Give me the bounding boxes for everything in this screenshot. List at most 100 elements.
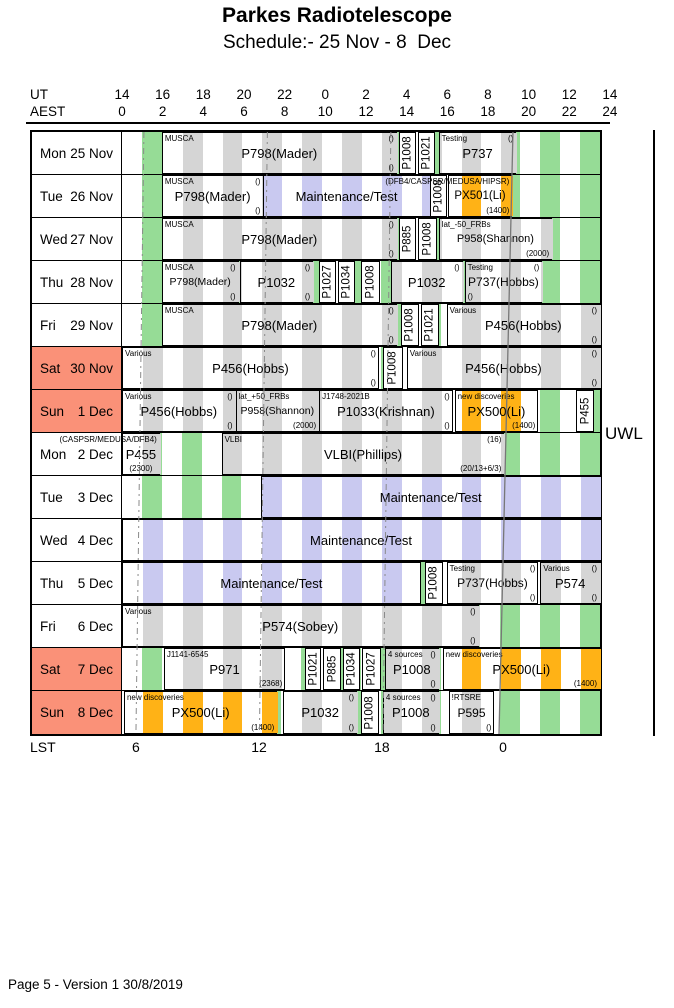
block-note: J1748-2021B — [322, 392, 370, 401]
schedule-block: P1008 — [398, 132, 416, 174]
ut-tick: 18 — [195, 87, 211, 102]
schedule-row: Tue 26 Nov P798(Mader) MUSCA () () Maintenance… — [32, 175, 600, 218]
hour-stripe — [580, 691, 600, 734]
hour-stripe — [342, 434, 362, 474]
day-timeline: P456(Hobbs) Various () () P958(Shannon) lat_+… — [122, 390, 600, 432]
hour-stripe — [182, 649, 203, 689]
hour-stripe — [222, 520, 243, 560]
hour-stripe — [381, 606, 402, 646]
block-label: P1033(Krishnan) — [337, 403, 435, 419]
block-label: P1008 — [391, 705, 430, 720]
hour-stripe — [581, 305, 601, 345]
day-date: 26 Nov — [70, 188, 113, 204]
ut-tick: 16 — [155, 87, 171, 102]
block-note: () — [430, 650, 436, 659]
hour-stripe — [262, 477, 283, 517]
hour-stripe — [302, 262, 315, 302]
hour-stripe — [580, 132, 600, 174]
block-note: () — [388, 220, 394, 229]
block-label: P1008 — [363, 695, 376, 730]
day-name: Fri — [40, 618, 56, 634]
block-note: () — [444, 421, 450, 430]
schedule-block: P798(Mader) MUSCA () () — [161, 304, 398, 346]
day-label: Thu 5 Dec — [32, 562, 122, 604]
block-note: () — [470, 636, 476, 645]
day-label: Sat 7 Dec — [32, 648, 122, 690]
hour-stripe — [302, 133, 323, 173]
hour-stripe — [540, 605, 561, 647]
block-note: Various — [125, 392, 152, 401]
schedule-block: P1008 — [361, 261, 380, 303]
hour-stripe — [302, 692, 323, 733]
block-label: P1008 — [403, 308, 416, 342]
schedule-block: P737 Testing () — [438, 132, 518, 174]
day-date: 4 Dec — [77, 532, 113, 548]
schedule-block: P1008 — [361, 691, 379, 734]
block-note: () — [388, 335, 394, 344]
day-date: 1 Dec — [77, 403, 113, 419]
schedule-block: PX500(Li) new discoveries (1400) — [454, 390, 539, 432]
hour-stripe — [342, 477, 362, 517]
day-timeline: P798(Mader) MUSCA () () P1032 () () P1027 P1034 P… — [122, 261, 600, 303]
block-note: () — [348, 723, 354, 732]
block-label: P798(Mader) — [241, 317, 318, 333]
schedule-block: P798(Mader) MUSCA () () — [161, 175, 265, 217]
schedule-block: P455 — [576, 390, 595, 432]
hour-stripe — [540, 691, 561, 734]
block-label: P958(Shannon) — [456, 233, 534, 245]
day-date: 28 Nov — [70, 274, 113, 290]
schedule-block: Maintenance/Test — [122, 519, 601, 561]
day-name: Thu — [40, 274, 64, 290]
hour-stripe — [461, 563, 482, 603]
hour-stripe — [342, 348, 362, 388]
schedule-block: P1008 4 sources () () — [384, 648, 440, 690]
day-name: Wed — [40, 231, 68, 247]
block-note: (2300) — [129, 464, 153, 473]
block-note: () — [255, 177, 261, 186]
day-name: Sun — [40, 705, 65, 720]
schedule-block: PX500(Li) new discoveries (1400) — [442, 648, 601, 690]
hour-stripe — [581, 348, 601, 388]
schedule-block: PX500(Li) new discoveries (1400) — [123, 691, 279, 734]
aest-tick: 6 — [240, 104, 248, 119]
hour-stripe — [439, 219, 442, 259]
day-label: Sun 8 Dec — [32, 691, 122, 734]
hour-stripe — [142, 563, 163, 603]
day-timeline: P574(Sobey) Various () () — [122, 605, 600, 647]
block-note: (DFB4/CASPSR/MEDUSA/HIPSR) — [385, 177, 510, 186]
hour-stripe — [142, 692, 163, 733]
block-label: P574 — [554, 575, 586, 591]
block-note: Testing — [449, 564, 475, 573]
block-note: (1400) — [573, 679, 597, 688]
hour-stripe — [461, 305, 482, 345]
block-label: Maintenance/Test — [379, 489, 482, 505]
block-label: P958(Shannon) — [240, 405, 315, 417]
hour-stripe — [461, 391, 482, 431]
schedule-block: Maintenance/Test — [261, 476, 601, 518]
hour-stripe — [142, 520, 163, 560]
block-note: lat_+50_FRBs — [238, 392, 290, 401]
hour-stripe — [222, 133, 243, 173]
hour-stripe — [421, 262, 442, 302]
hour-stripe — [302, 219, 323, 259]
hour-stripe — [391, 262, 402, 302]
hour-stripe — [320, 391, 323, 431]
day-label: Wed 4 Dec — [32, 519, 122, 561]
block-label: P456(Hobbs) — [140, 403, 218, 419]
block-note: () — [486, 723, 492, 732]
hour-stripe — [182, 520, 203, 560]
hour-stripe — [342, 391, 362, 431]
hour-stripe — [540, 175, 561, 217]
hour-stripe — [302, 348, 323, 388]
page-footer: Page 5 - Version 1 30/8/2019 — [8, 977, 183, 992]
schedule-row: Sun 8 Dec PX500(Li) new discoveries (1400) P1… — [32, 691, 600, 734]
schedule-row: Thu 28 Nov P798(Mader) MUSCA()() P1032()() P1… — [32, 261, 600, 304]
hour-stripe — [461, 477, 482, 517]
block-label: P1021 — [307, 652, 320, 686]
block-note: new discoveries — [445, 650, 503, 659]
aest-tick: 24 — [602, 104, 618, 119]
hour-stripe — [580, 175, 600, 217]
hour-stripe — [141, 304, 162, 346]
day-label: Wed 27 Nov — [32, 218, 122, 260]
ut-tick: 14 — [114, 87, 130, 102]
